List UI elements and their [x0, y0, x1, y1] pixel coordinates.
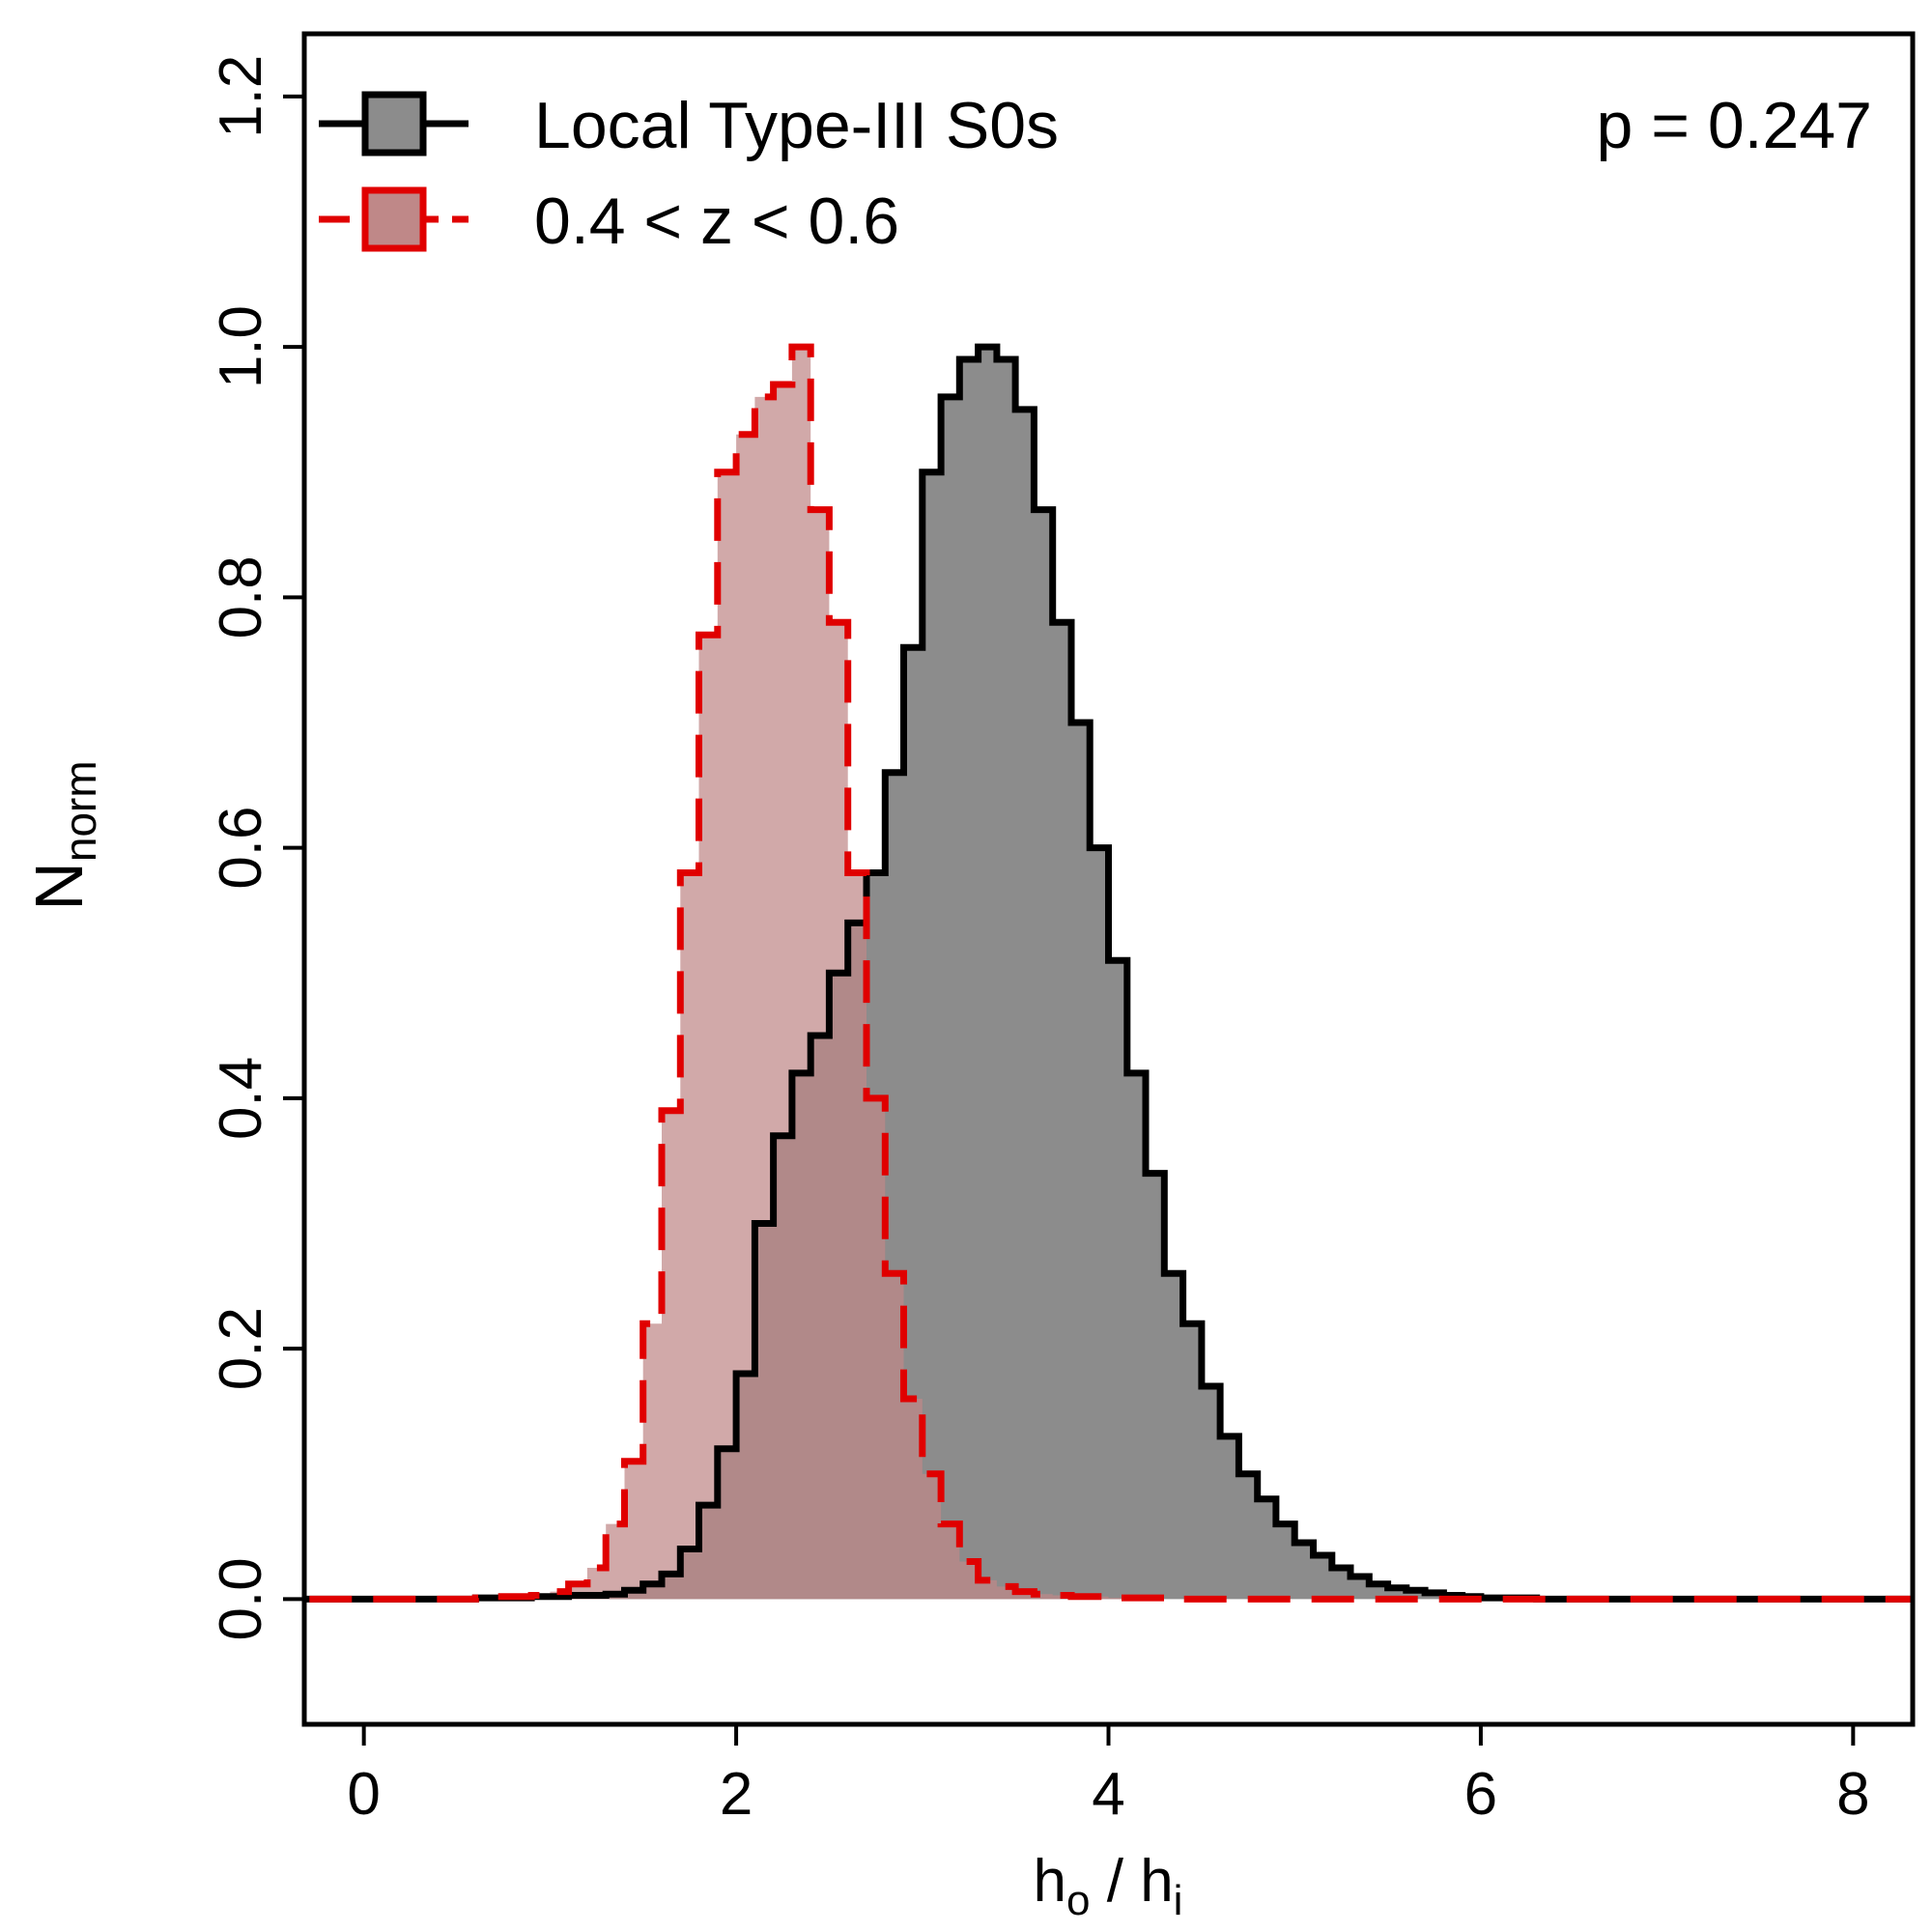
- x-axis-label-sub1: o: [1066, 1877, 1090, 1924]
- hist-outline-redshift: [304, 343, 1913, 1603]
- x-axis-label: ho / hi: [1034, 1848, 1183, 1924]
- hist-fill-local: [304, 347, 1913, 1600]
- y-tick-label: 0.8: [208, 555, 274, 639]
- svg-text:Nnorm: Nnorm: [21, 760, 105, 910]
- y-tick-label: 1.2: [208, 55, 274, 138]
- y-axis-label: Nnorm: [21, 760, 105, 910]
- x-tick-label: 8: [1836, 1761, 1869, 1828]
- y-tick-label: 1.0: [208, 305, 274, 388]
- plot-area: [304, 343, 1913, 1603]
- y-tick-label: 0.2: [208, 1307, 274, 1390]
- x-axis-label-h1: h: [1034, 1848, 1066, 1915]
- axes: 0 2 4 6 8 0.0 0.2 0.4 0.6 0.8 1.0 1.2: [208, 55, 1870, 1828]
- x-tick-label: 4: [1092, 1761, 1124, 1828]
- x-tick-label: 6: [1464, 1761, 1497, 1828]
- legend-item-local: Local Type-III S0s: [319, 89, 1059, 162]
- y-tick-label: 0.0: [208, 1557, 274, 1640]
- x-tick-label: 2: [720, 1761, 753, 1828]
- y-axis-label-sub: norm: [55, 760, 105, 862]
- x-axis-label-sep: /: [1091, 1848, 1141, 1915]
- x-axis-label-sub2: i: [1174, 1877, 1183, 1924]
- legend-swatch-local: [361, 91, 427, 156]
- y-tick-label: 0.6: [208, 806, 274, 889]
- y-tick-label: 0.4: [208, 1057, 274, 1140]
- legend-item-redshift: 0.4 < z < 0.6: [319, 185, 899, 258]
- legend: Local Type-III S0s 0.4 < z < 0.6: [319, 89, 1059, 258]
- legend-label-local: Local Type-III S0s: [534, 89, 1059, 162]
- x-axis-label-h2: h: [1140, 1848, 1173, 1915]
- x-tick-label: 0: [347, 1761, 380, 1828]
- legend-swatch-redshift: [361, 186, 427, 252]
- hist-fill-redshift: [304, 347, 1913, 1600]
- p-value-annotation: p = 0.247: [1597, 89, 1872, 162]
- y-axis-label-main: N: [21, 862, 97, 911]
- svg-text:ho / hi: ho / hi: [1034, 1848, 1183, 1924]
- legend-label-redshift: 0.4 < z < 0.6: [534, 185, 899, 258]
